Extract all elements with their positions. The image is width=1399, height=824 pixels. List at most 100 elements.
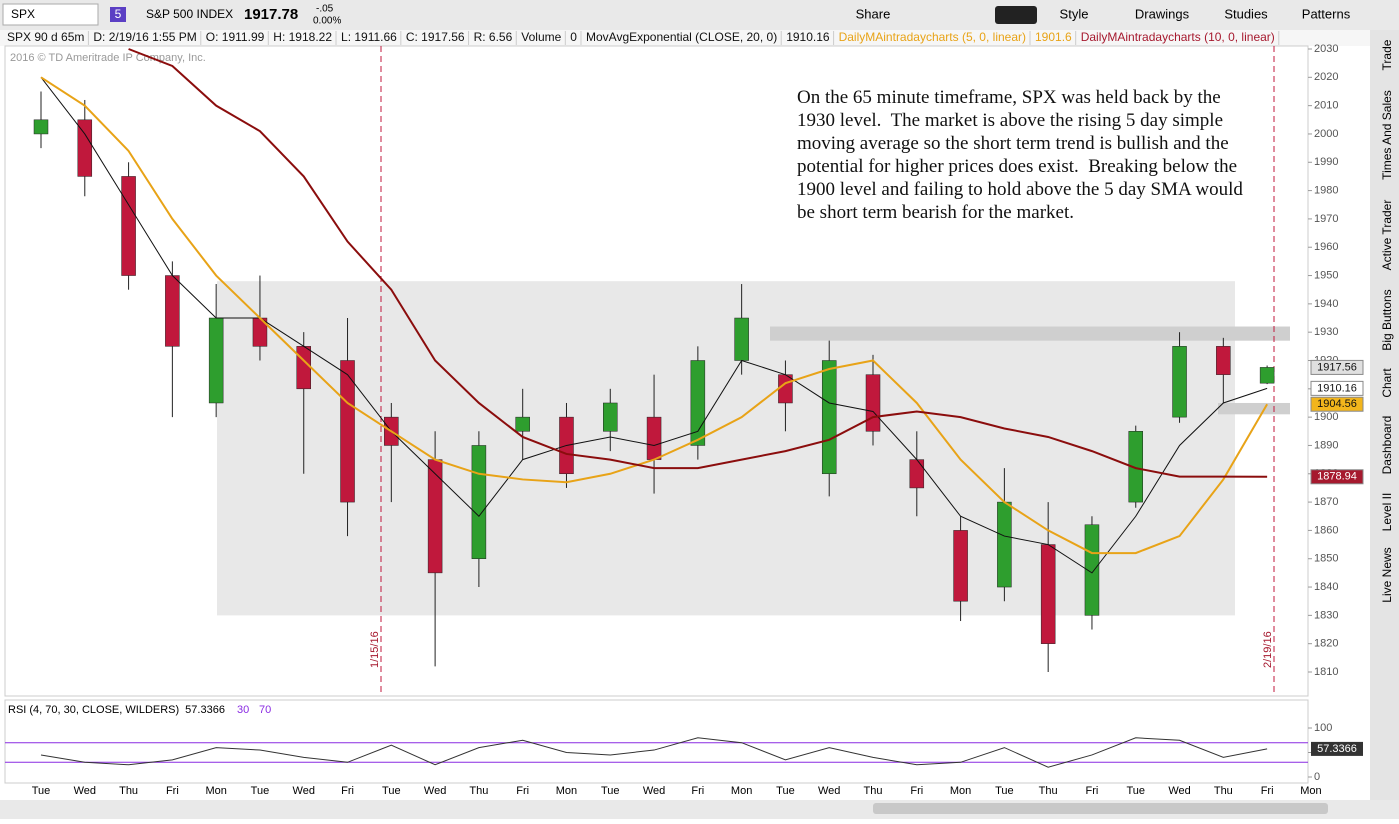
side-tab[interactable]: Big Buttons [1380, 289, 1394, 350]
rsi-tick-label: 0 [1314, 771, 1320, 783]
symbol: SPX [11, 7, 35, 21]
toolbar-button[interactable]: Patterns [1302, 6, 1351, 21]
y-tick-label: 1810 [1314, 666, 1338, 678]
side-panel [1370, 30, 1399, 819]
y-tick-label: 2010 [1314, 100, 1338, 112]
x-tick-label: Fri [910, 785, 923, 797]
rsi-title: RSI (4, 70, 30, CLOSE, WILDERS) [8, 704, 179, 716]
y-tick-label: 1820 [1314, 638, 1338, 650]
y-tick-label: 2020 [1314, 71, 1338, 83]
x-tick-label: Thu [1214, 785, 1233, 797]
info-item: H: 1918.22 [273, 30, 332, 44]
y-tick-label: 1890 [1314, 439, 1338, 451]
info-item: 0 [570, 30, 577, 44]
info-item: DailyMAintradaycharts (5, 0, linear) [839, 30, 1026, 44]
side-tab[interactable]: Trade [1380, 39, 1394, 70]
x-tick-label: Tue [251, 785, 270, 797]
x-tick-label: Fri [166, 785, 179, 797]
x-tick-label: Wed [818, 785, 840, 797]
y-tick-label: 1850 [1314, 553, 1338, 565]
x-tick-label: Mon [731, 785, 752, 797]
candle-body [296, 346, 311, 390]
toolbar-button[interactable]: Drawings [1135, 6, 1190, 21]
info-item: 1910.16 [786, 30, 830, 44]
x-tick-label: Wed [74, 785, 96, 797]
link: 5 [115, 7, 122, 21]
y-tick-label: 1860 [1314, 524, 1338, 536]
candle-body [33, 119, 49, 135]
candle-body [997, 501, 1012, 588]
side-tab[interactable]: Level II [1380, 493, 1394, 532]
symbol-box[interactable] [2, 3, 99, 26]
toolbar-button[interactable]: Studies [1224, 6, 1268, 21]
y-tick-label: 1870 [1314, 496, 1338, 508]
x-tick-label: Tue [1126, 785, 1145, 797]
x-tick-label: Thu [469, 785, 488, 797]
x-tick-label: Mon [950, 785, 971, 797]
y-tick-label: 1970 [1314, 213, 1338, 225]
info-item: C: 1917.56 [406, 30, 465, 44]
candle-body [1040, 544, 1056, 644]
x-tick-label: Mon [556, 785, 577, 797]
info-item: Volume [521, 30, 561, 44]
y-tick-label: 1950 [1314, 269, 1338, 281]
side-tab[interactable]: Times And Sales [1380, 90, 1394, 180]
rsi-line [40, 737, 1268, 768]
candle-body [340, 360, 355, 503]
toolbar-button[interactable]: Share [856, 6, 891, 21]
time-button[interactable] [995, 6, 1037, 24]
candle-body [77, 119, 93, 177]
rsi-level-label: 30 [237, 704, 249, 716]
price-tag-label: 1917.56 [1317, 361, 1357, 373]
side-tab[interactable]: Dashboard [1380, 416, 1394, 475]
candle-body [121, 176, 136, 276]
side-tab[interactable]: Active Trader [1380, 200, 1394, 271]
price-tag-label: 1878.94 [1317, 471, 1357, 483]
candle-body [1172, 346, 1187, 418]
copyright: 2016 © TD Ameritrade IP Company, Inc. [10, 52, 206, 64]
candle-body [734, 317, 749, 361]
change-pct: 0.00% [313, 16, 341, 27]
x-tick-label: Thu [864, 785, 883, 797]
date-marker: 2/19/16 [1262, 631, 1274, 668]
info-item: L: 1911.66 [341, 30, 397, 44]
last-price: 1917.78 [244, 6, 298, 23]
y-tick-label: 1960 [1314, 241, 1338, 253]
x-tick-label: Fri [516, 785, 529, 797]
rsi-tag [1311, 741, 1363, 756]
candle-body [646, 416, 662, 460]
toolbar-button[interactable]: Style [1060, 6, 1089, 21]
info-item: MovAvgExponential (CLOSE, 20, 0) [586, 30, 777, 44]
ma-line [40, 76, 1268, 555]
info-item: R: 6.56 [474, 30, 513, 44]
y-tick-label: 2000 [1314, 128, 1338, 140]
scrollbar[interactable] [873, 803, 1328, 814]
candle-body [690, 360, 706, 446]
y-tick-label: 1840 [1314, 581, 1338, 593]
candle-body [427, 459, 443, 574]
info-item: D: 2/19/16 1:55 PM [93, 30, 196, 44]
annotation: On the 65 minute timeframe, SPX was held… [797, 87, 1248, 223]
x-tick-label: Fri [1261, 785, 1274, 797]
info-item: 1901.6 [1035, 30, 1072, 44]
rsi-level-label: 70 [259, 704, 271, 716]
y-tick-label: 1940 [1314, 298, 1338, 310]
candle-body [953, 530, 968, 602]
price-tag [1310, 469, 1364, 485]
candle-body [909, 459, 925, 489]
price-tag [1310, 396, 1364, 412]
y-tick-label: 1930 [1314, 326, 1338, 338]
link-badge[interactable] [110, 7, 126, 22]
rsi-tag-label: 57.3366 [1317, 743, 1357, 755]
candle-body [1216, 346, 1231, 375]
x-tick-label: Tue [995, 785, 1014, 797]
x-tick-label: Tue [601, 785, 620, 797]
y-tick-label: 1980 [1314, 184, 1338, 196]
side-tab[interactable]: Chart [1380, 368, 1394, 398]
side-tab[interactable]: Live News [1380, 547, 1394, 602]
candle-body [778, 374, 793, 404]
price-tag [1310, 359, 1364, 375]
x-tick-label: Thu [1039, 785, 1058, 797]
candle-body [1084, 524, 1100, 616]
